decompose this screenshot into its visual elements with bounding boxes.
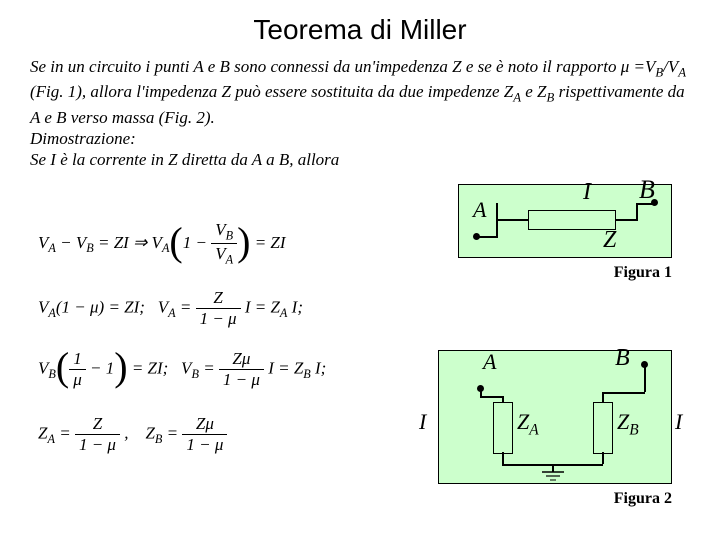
node-b-label: B (639, 175, 655, 205)
figure-2-caption: Figura 2 (614, 490, 672, 508)
node-a-label-2: A (483, 349, 496, 375)
impedance-za (493, 402, 513, 454)
wire (616, 219, 636, 221)
current-i-right-label: I (675, 409, 682, 435)
figure-2: A B I I ZA ZB (438, 350, 672, 484)
impedance-zb-label: ZB (617, 409, 639, 439)
current-i-label: I (583, 179, 591, 206)
impedance-zb (593, 402, 613, 454)
wire (480, 396, 502, 398)
wire (602, 392, 645, 394)
page-title: Teorema di Miller (30, 14, 690, 46)
node-a-label: A (473, 197, 486, 223)
impedance-z-label: Z (603, 227, 616, 254)
intro-paragraph: Se in un circuito i punti A e B sono con… (30, 56, 690, 170)
impedance-za-label: ZA (517, 409, 539, 439)
equation-4: ZA = Z1 − μ , ZB = Zμ1 − μ (38, 414, 378, 455)
figure-1: A B I Z (458, 184, 672, 258)
equations-block: VA − VB = ZI ⇒ VA(1 − VBVA) = ZI VA(1 − … (38, 220, 378, 455)
wire (602, 452, 604, 464)
equation-2: VA(1 − μ) = ZI; VA = Z1 − μ I = ZA I; (38, 288, 378, 329)
equation-3: VB(1μ − 1) = ZI; VB = Zμ1 − μ I = ZB I; (38, 349, 378, 390)
node-b-label-2: B (615, 345, 630, 372)
wire (602, 392, 604, 402)
current-i-left-label: I (419, 409, 426, 435)
wire (496, 203, 498, 238)
equation-1: VA − VB = ZI ⇒ VA(1 − VBVA) = ZI (38, 220, 378, 268)
wire (480, 388, 482, 396)
wire (644, 364, 646, 392)
wire (502, 452, 504, 464)
wire (496, 219, 528, 221)
ground-icon (540, 470, 566, 482)
figure-1-caption: Figura 1 (614, 264, 672, 282)
wire (636, 203, 638, 221)
wire (636, 203, 654, 205)
wire (476, 236, 496, 238)
